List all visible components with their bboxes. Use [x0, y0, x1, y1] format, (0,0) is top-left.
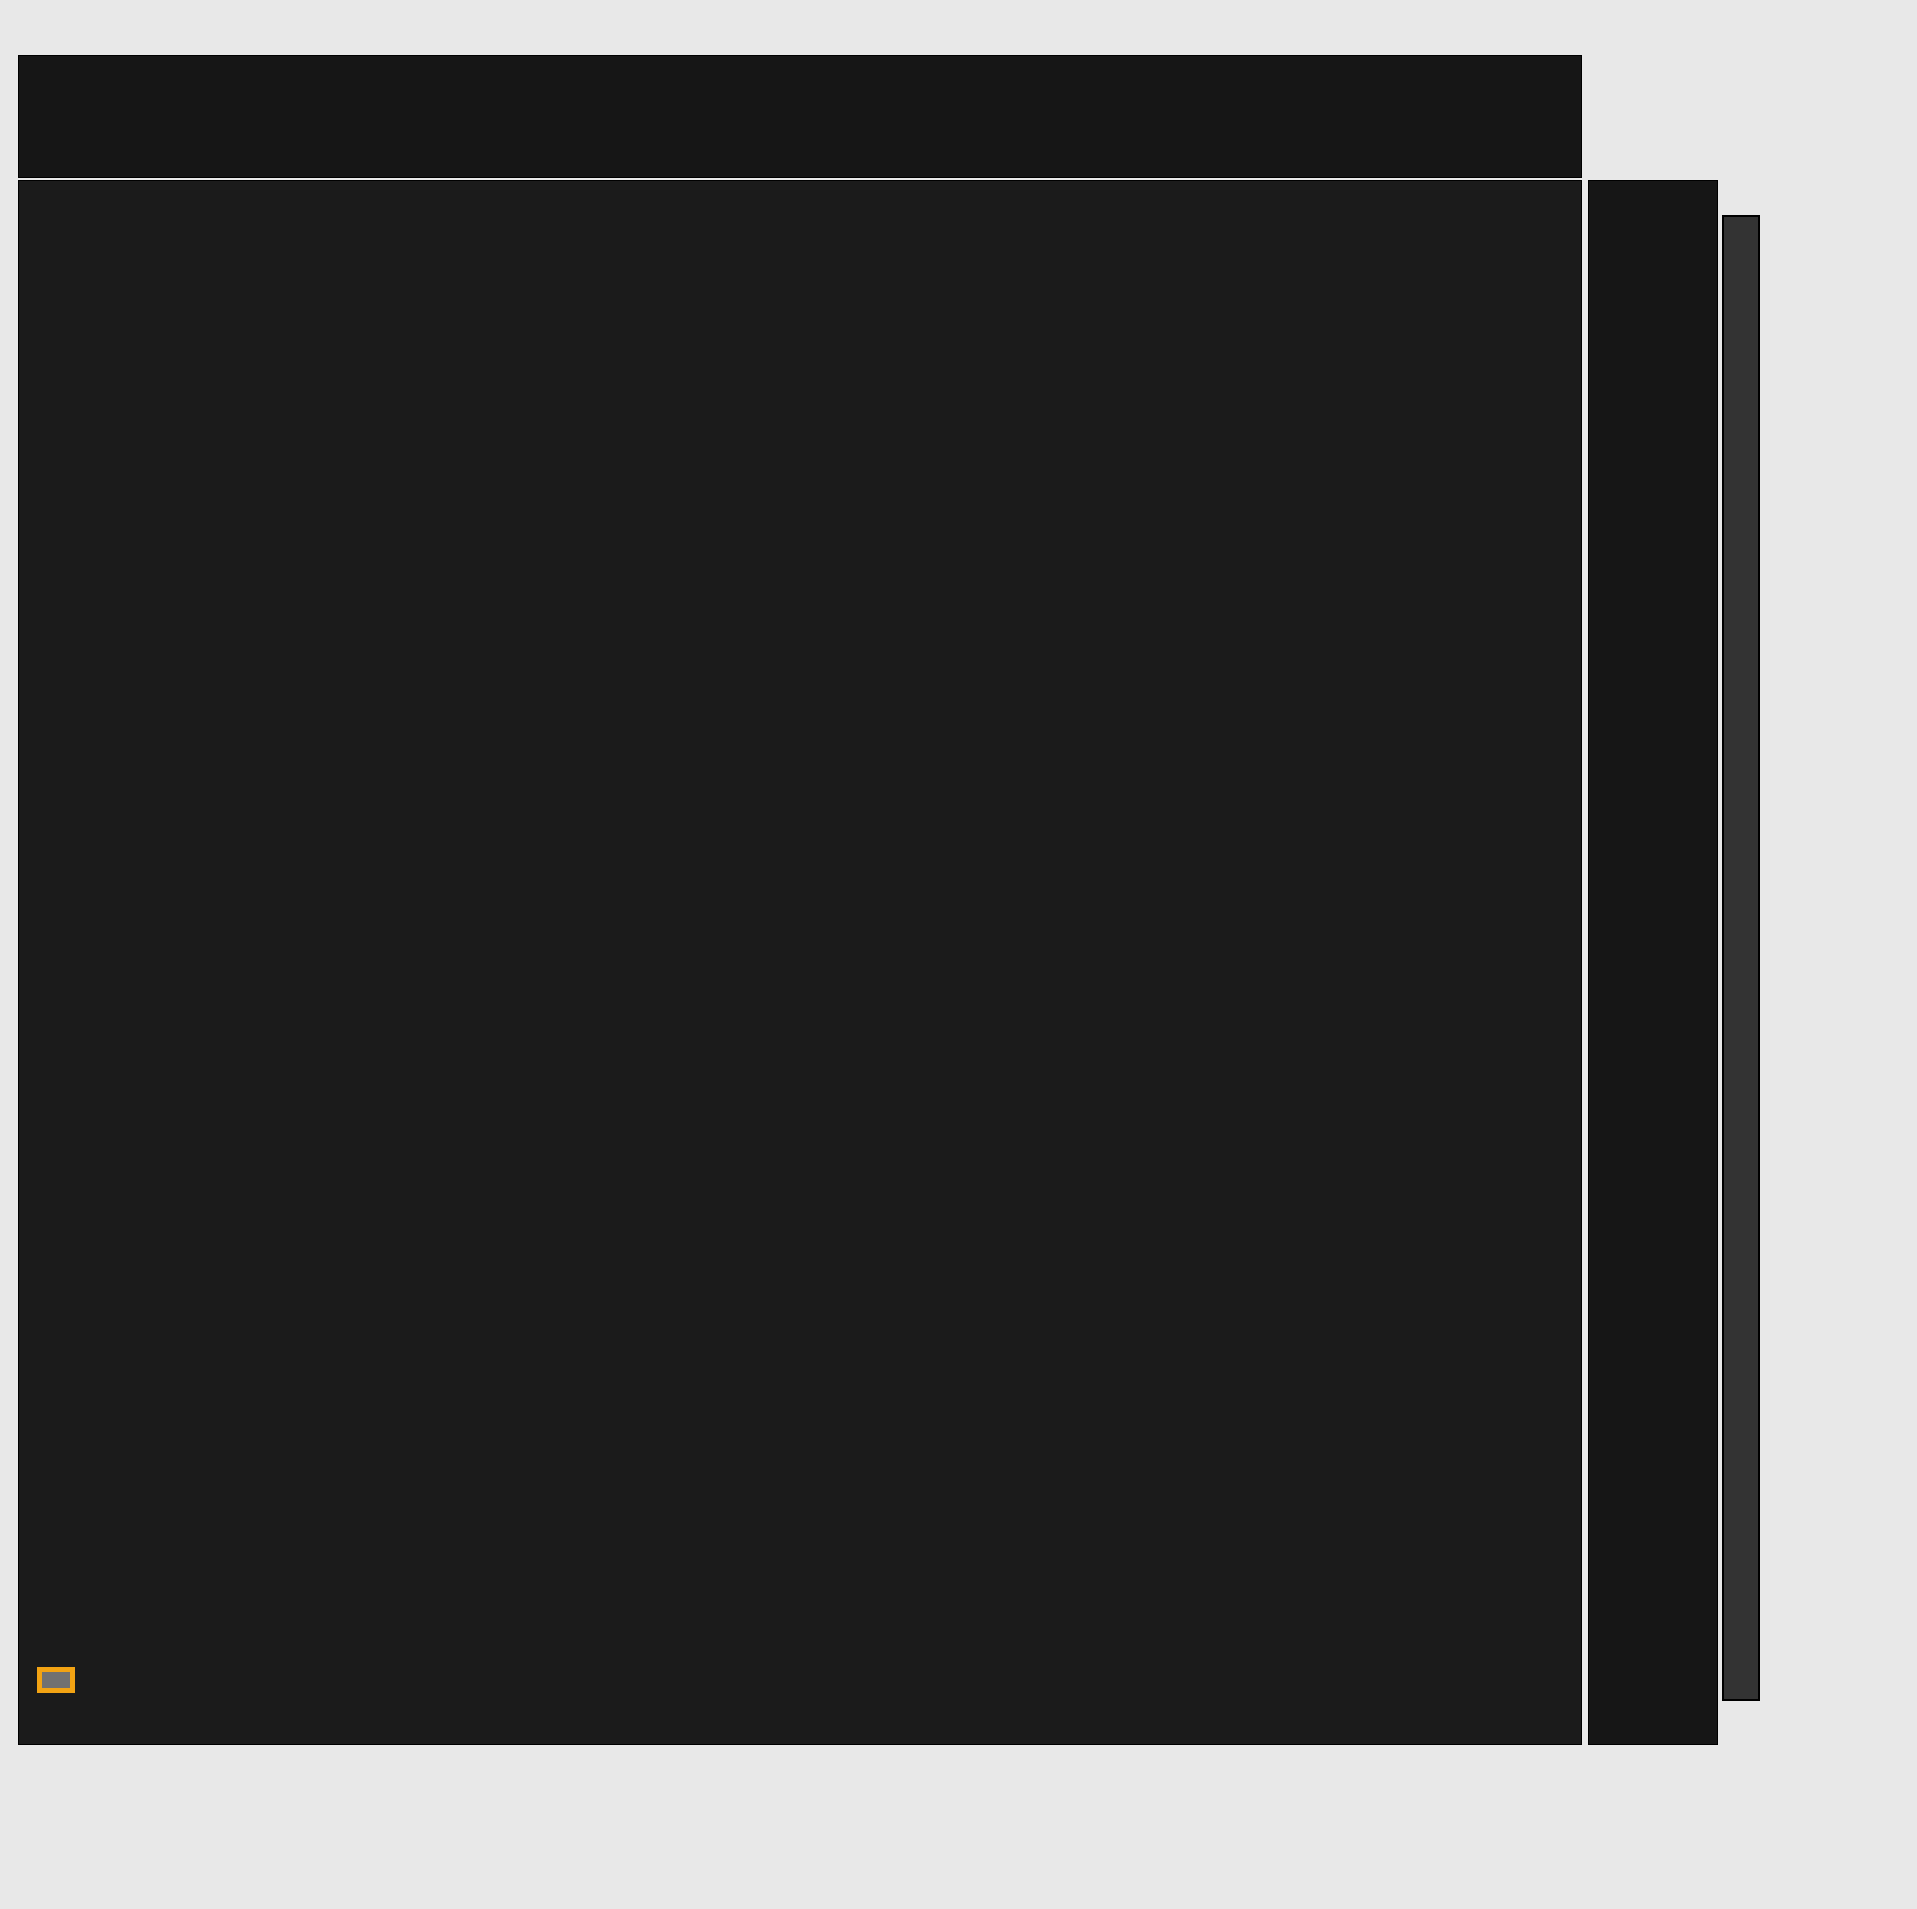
right-cross-section-panel [1588, 180, 1718, 1745]
radar-map-panel [18, 180, 1582, 1745]
footer-logos [0, 1747, 1917, 1909]
dbz-colorbar [1722, 215, 1760, 1701]
radar-map-plot [19, 181, 1582, 1745]
right-cross-section-plot [1589, 181, 1718, 1745]
top-cross-section-plot [19, 56, 1582, 178]
warning-banner[interactable] [37, 1667, 75, 1693]
top-cross-section-panel [18, 55, 1582, 178]
